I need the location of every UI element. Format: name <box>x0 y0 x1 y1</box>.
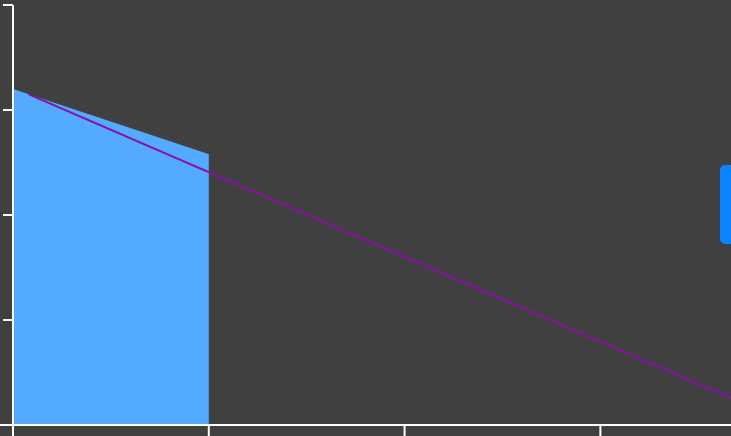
side-panel-tab[interactable] <box>720 165 731 244</box>
plot-layer <box>13 89 731 425</box>
area-series-0 <box>13 89 209 425</box>
axis-layer <box>0 4 731 436</box>
line-series-1 <box>28 93 731 400</box>
